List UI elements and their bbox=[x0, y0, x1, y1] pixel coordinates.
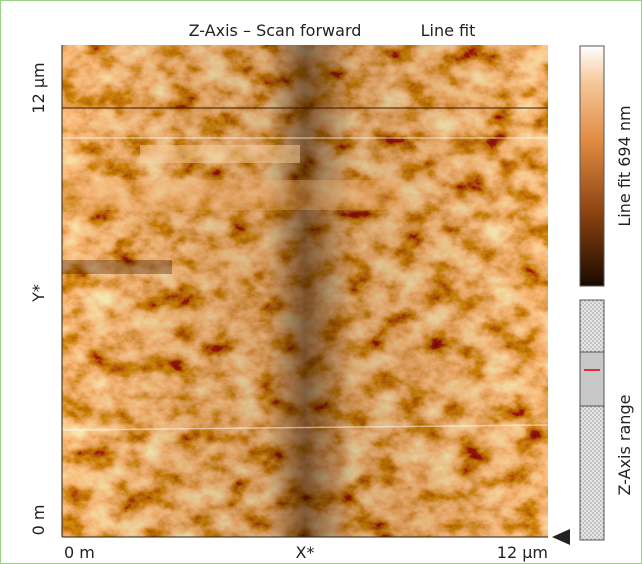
colorbar bbox=[580, 46, 604, 286]
x-label: 0 m bbox=[64, 543, 95, 562]
title: Z-Axis – Scan forward bbox=[189, 21, 362, 40]
scan-viewer: Z-Axis – Scan forward Line fit 12 µm Y* … bbox=[0, 0, 642, 564]
y-label: Y* bbox=[29, 284, 48, 303]
x-label: X* bbox=[296, 543, 315, 562]
colorbar-label: Line fit 694 nm bbox=[615, 105, 634, 226]
mode: Line fit bbox=[421, 21, 476, 40]
y-label: 12 µm bbox=[29, 62, 48, 113]
range-label: Z-Axis range bbox=[615, 395, 634, 496]
y-label: 0 m bbox=[29, 505, 48, 536]
x-label: 12 µm bbox=[497, 543, 548, 562]
range-indicator bbox=[580, 300, 604, 540]
scan-image bbox=[62, 45, 548, 537]
